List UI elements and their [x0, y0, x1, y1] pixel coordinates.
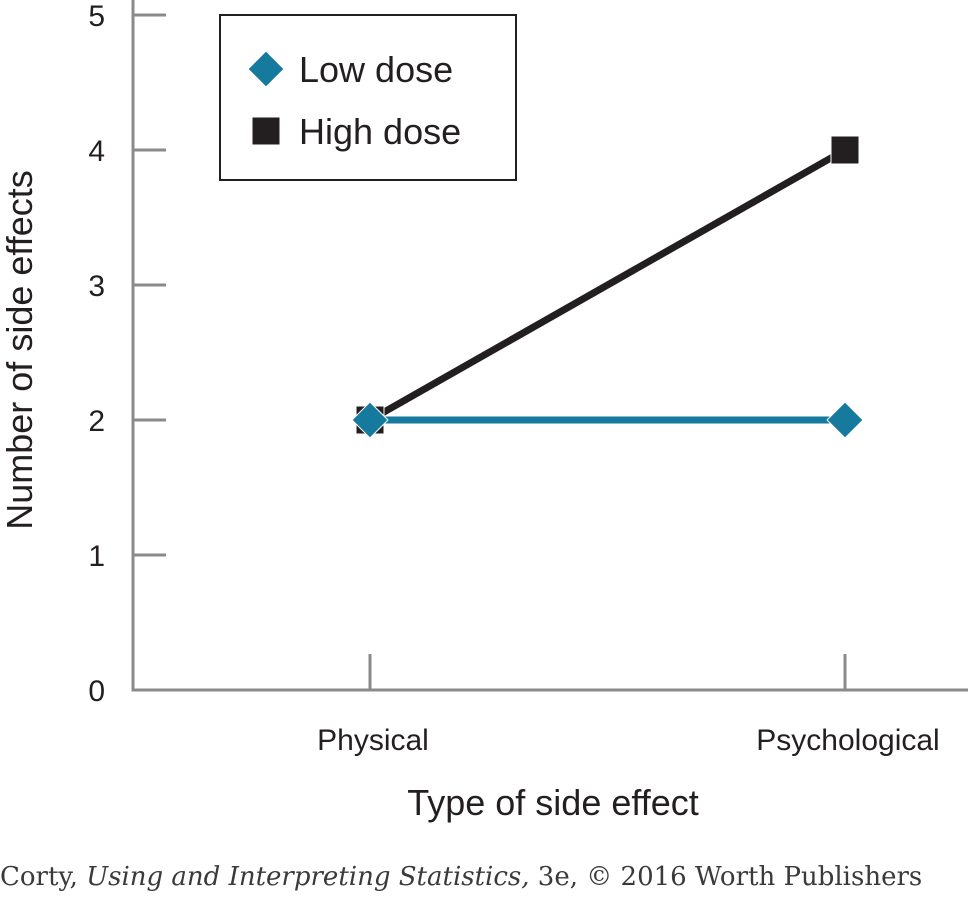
line-chart: 0 1 2 3 4 5 Physical Psychological Low dose Hig… [0, 0, 968, 823]
credit-edition: 3e, © 2016 Worth Publishers [529, 862, 923, 892]
series-group [351, 135, 864, 439]
x-axis-title: Type of side effect [407, 782, 699, 823]
y-tick-label: 1 [88, 540, 105, 573]
high-dose-line [368, 146, 847, 424]
y-axis-ticks: 0 1 2 3 4 5 [88, 0, 166, 708]
x-tick-label: Physical [317, 724, 429, 757]
low-dose-point [826, 401, 864, 439]
series-low-dose [351, 401, 864, 439]
x-axis-ticks: Physical Psychological [317, 654, 940, 757]
y-tick-label: 0 [88, 675, 105, 708]
axes [131, 0, 968, 692]
high-dose-point [830, 135, 860, 165]
legend: Low dose High dose [219, 14, 517, 181]
x-tick-label: Psychological [756, 724, 939, 757]
y-tick-label: 5 [88, 0, 105, 33]
legend-marker-low-dose [247, 50, 285, 88]
legend-label-low-dose: Low dose [299, 49, 453, 90]
publisher-credit: Corty, Using and Interpreting Statistics… [0, 862, 968, 892]
y-tick-label: 2 [88, 405, 105, 438]
low-dose-point [351, 401, 389, 439]
y-tick-label: 4 [88, 135, 105, 168]
credit-book-title: Using and Interpreting Statistics, [86, 862, 530, 892]
legend-marker-high-dose [251, 116, 281, 146]
legend-label-high-dose: High dose [299, 111, 461, 152]
y-axis-title: Number of side effects [0, 170, 40, 530]
credit-author: Corty, [0, 862, 87, 892]
legend-frame [219, 14, 517, 181]
y-tick-label: 3 [88, 270, 105, 303]
